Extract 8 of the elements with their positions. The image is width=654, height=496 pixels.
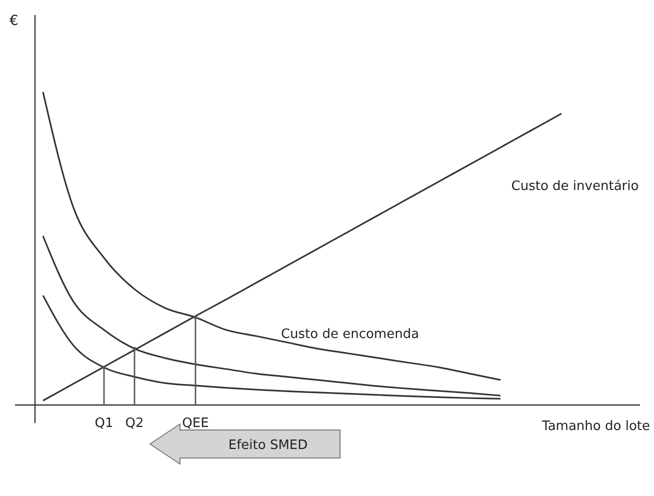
- series-label: Custo de encomenda: [280, 327, 420, 342]
- y-axis-title: €: [10, 13, 18, 29]
- x-tick-label: Q1: [94, 416, 114, 431]
- text: Efeito SMED: [228, 438, 308, 453]
- text: Custo de inventário: [511, 179, 639, 194]
- x-axis-title: Tamanho do lote: [541, 419, 650, 434]
- x-tick-label: Q2: [125, 416, 144, 431]
- x-tick-label: QEE: [182, 416, 209, 431]
